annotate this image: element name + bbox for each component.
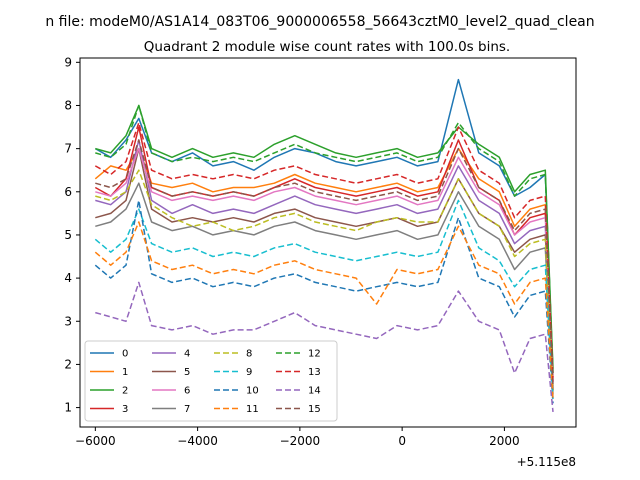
x-tick-label: 2000 bbox=[489, 434, 520, 448]
legend-label-1: 1 bbox=[122, 367, 128, 378]
y-tick-label: 6 bbox=[64, 185, 72, 199]
series-line-4 bbox=[95, 139, 554, 387]
figure-suptitle: n file: modeM0/AS1A14_083T06_9000006558_… bbox=[45, 14, 594, 30]
legend-label-6: 6 bbox=[184, 386, 190, 397]
series-layer bbox=[94, 78, 554, 412]
legend-label-2: 2 bbox=[122, 386, 128, 397]
legend-label-4: 4 bbox=[184, 349, 190, 360]
legend-label-5: 5 bbox=[184, 367, 190, 378]
x-tick-label: −6000 bbox=[75, 434, 116, 448]
series-line-9 bbox=[94, 199, 554, 399]
series-line-6 bbox=[95, 147, 554, 382]
series-line-2 bbox=[95, 104, 554, 369]
legend-label-10: 10 bbox=[246, 386, 259, 397]
axes-frame bbox=[79, 57, 577, 428]
y-tick-label: 4 bbox=[64, 271, 72, 285]
y-tick-label: 5 bbox=[64, 228, 72, 242]
y-tick-label: 3 bbox=[64, 314, 72, 328]
x-offset-text: +5.115e8 bbox=[517, 455, 576, 469]
legend-label-8: 8 bbox=[246, 349, 252, 360]
legend-label-0: 0 bbox=[122, 349, 128, 360]
legend-label-15: 15 bbox=[308, 404, 321, 415]
legend-label-7: 7 bbox=[184, 404, 190, 415]
series-line-11 bbox=[94, 221, 554, 399]
legend-label-13: 13 bbox=[308, 367, 321, 378]
legend-label-11: 11 bbox=[246, 404, 259, 415]
series-line-8 bbox=[95, 169, 554, 391]
y-tick-label: 9 bbox=[64, 55, 72, 69]
chart-title: Quadrant 2 module wise count rates with … bbox=[144, 39, 510, 55]
series-line-12 bbox=[95, 104, 554, 374]
x-tick-label: 0 bbox=[398, 434, 406, 448]
y-tick-label: 7 bbox=[64, 142, 72, 156]
legend-box bbox=[84, 340, 338, 422]
x-tick-label: −4000 bbox=[177, 434, 218, 448]
y-tick-label: 2 bbox=[64, 357, 72, 371]
legend-label-9: 9 bbox=[246, 367, 252, 378]
legend-label-12: 12 bbox=[308, 349, 321, 360]
series-line-14 bbox=[95, 281, 554, 412]
x-axis: −6000 −4000 −2000 0 2000 bbox=[75, 427, 520, 448]
series-line-13 bbox=[94, 121, 554, 382]
x-tick-label: −2000 bbox=[280, 434, 321, 448]
series-line-15 bbox=[95, 139, 554, 387]
y-tick-label: 8 bbox=[64, 98, 72, 112]
series-line-10 bbox=[94, 199, 554, 404]
legend-label-3: 3 bbox=[122, 404, 128, 415]
y-axis: 1 2 3 4 5 6 7 8 9 bbox=[64, 55, 80, 415]
y-tick-label: 1 bbox=[64, 401, 72, 415]
series-line-1 bbox=[94, 147, 554, 391]
legend-label-14: 14 bbox=[308, 386, 321, 397]
series-line-7 bbox=[95, 182, 554, 395]
